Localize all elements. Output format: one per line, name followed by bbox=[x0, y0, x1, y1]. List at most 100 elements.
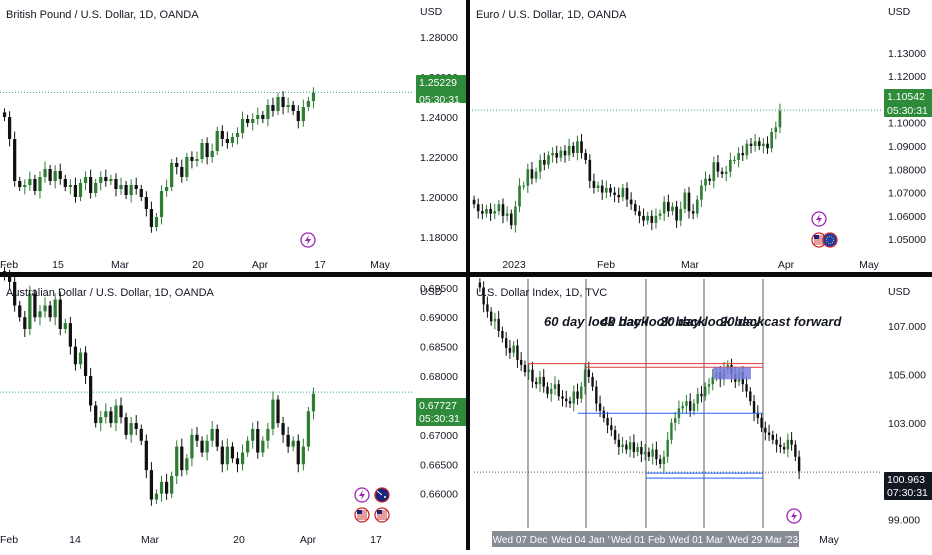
candle bbox=[691, 211, 695, 214]
candle bbox=[246, 119, 250, 123]
candle bbox=[215, 428, 219, 447]
candle bbox=[704, 178, 707, 186]
x-tick-label: Wed 29 Mar '23 bbox=[728, 535, 799, 546]
candle bbox=[643, 451, 647, 455]
candle bbox=[628, 442, 632, 450]
candle bbox=[144, 197, 148, 209]
candle bbox=[301, 107, 305, 121]
chart-title: British Pound / U.S. Dollar, 1D, OANDA bbox=[6, 9, 199, 21]
last-price-badge bbox=[884, 472, 932, 500]
candle bbox=[508, 347, 512, 353]
y-tick-label: 1.22000 bbox=[420, 152, 458, 164]
candle bbox=[240, 452, 245, 465]
candle bbox=[563, 150, 567, 156]
x-tick-box bbox=[492, 531, 564, 547]
y-tick-label: 107.000 bbox=[888, 321, 926, 333]
candle bbox=[180, 446, 184, 471]
flag-usa-icon[interactable] bbox=[354, 507, 370, 523]
candle bbox=[230, 446, 235, 459]
chart-title: U.S. Dollar Index, 1D, TVC bbox=[476, 287, 607, 299]
y-tick-label: 1.28000 bbox=[420, 32, 458, 44]
panel-divider-horizontal[interactable] bbox=[0, 272, 932, 277]
candles bbox=[472, 103, 782, 233]
x-tick-box bbox=[550, 531, 622, 547]
highlight-zone[interactable] bbox=[713, 367, 751, 380]
y-tick-label: 105.000 bbox=[888, 370, 926, 382]
x-tick-label: 17 bbox=[370, 534, 382, 546]
candle bbox=[33, 293, 37, 318]
candle bbox=[546, 386, 549, 394]
lightning-icon[interactable] bbox=[300, 232, 316, 248]
candle bbox=[621, 187, 625, 198]
candle bbox=[565, 398, 568, 402]
y-tick-label: 99.000 bbox=[888, 515, 920, 527]
candle bbox=[28, 293, 32, 329]
candle bbox=[68, 323, 72, 347]
candle bbox=[481, 211, 484, 214]
candle bbox=[745, 143, 749, 156]
candle bbox=[774, 127, 778, 133]
candle bbox=[509, 213, 513, 226]
chart-panel-eurusd[interactable]: Euro / U.S. Dollar, 1D, OANDA USD 1.1300… bbox=[472, 6, 932, 271]
candle bbox=[716, 162, 720, 172]
candle bbox=[753, 141, 757, 146]
candle bbox=[538, 376, 542, 385]
candle bbox=[595, 386, 598, 404]
candle bbox=[501, 330, 504, 339]
candle bbox=[261, 440, 265, 453]
candle bbox=[296, 111, 300, 121]
x-tick-label: May bbox=[370, 259, 391, 271]
candle bbox=[311, 393, 316, 412]
candle bbox=[220, 131, 224, 139]
candle bbox=[625, 444, 628, 450]
flag-usa-icon[interactable] bbox=[374, 507, 390, 523]
candle bbox=[493, 318, 497, 322]
lightning-icon[interactable] bbox=[354, 487, 370, 503]
candle bbox=[708, 178, 711, 181]
candle bbox=[175, 446, 179, 477]
flag-australia-icon[interactable] bbox=[374, 487, 390, 503]
candle bbox=[18, 305, 22, 318]
y-tick-label: 1.24000 bbox=[420, 112, 458, 124]
candle bbox=[692, 403, 696, 411]
candle bbox=[185, 458, 189, 471]
x-tick-label: 20 bbox=[233, 534, 245, 546]
y-tick-label: 1.08000 bbox=[888, 164, 926, 176]
chart-panel-dxy[interactable]: USD 107.000 105.000 103.000 99.000 100.96307… bbox=[474, 278, 932, 547]
candle bbox=[154, 493, 159, 500]
candle bbox=[200, 440, 204, 453]
chart-panel-audusd[interactable]: USD 0.695000.690000.685000.680000.675000… bbox=[0, 266, 470, 546]
candle bbox=[782, 447, 786, 450]
candle bbox=[230, 137, 235, 143]
candle bbox=[610, 425, 613, 431]
candle bbox=[770, 132, 773, 149]
candle bbox=[486, 304, 489, 312]
candle bbox=[534, 171, 538, 179]
flag-euro-icon[interactable] bbox=[822, 232, 838, 248]
candle bbox=[53, 171, 57, 181]
candle bbox=[559, 150, 563, 158]
candle bbox=[658, 213, 662, 216]
candle bbox=[235, 458, 240, 465]
candle bbox=[696, 393, 699, 404]
x-tick-label: Mar bbox=[111, 259, 130, 271]
candle bbox=[704, 386, 707, 397]
chart-panel-gbpusd[interactable]: British Pound / U.S. Dollar, 1D, OANDA U… bbox=[0, 6, 470, 271]
candle bbox=[159, 481, 164, 494]
lightning-icon[interactable] bbox=[786, 508, 802, 524]
last-price-badge bbox=[416, 398, 470, 426]
x-tick-label: Mar bbox=[681, 259, 700, 271]
candle bbox=[518, 185, 521, 207]
candle bbox=[33, 179, 37, 191]
candle bbox=[720, 171, 724, 174]
candle bbox=[638, 211, 641, 216]
candle bbox=[764, 427, 767, 433]
candle bbox=[205, 440, 209, 453]
candle bbox=[600, 185, 604, 193]
lightning-icon[interactable] bbox=[811, 211, 827, 227]
candle bbox=[547, 155, 550, 165]
candle bbox=[596, 185, 600, 188]
candle bbox=[205, 143, 209, 157]
candle bbox=[134, 423, 138, 429]
candle bbox=[482, 287, 485, 305]
